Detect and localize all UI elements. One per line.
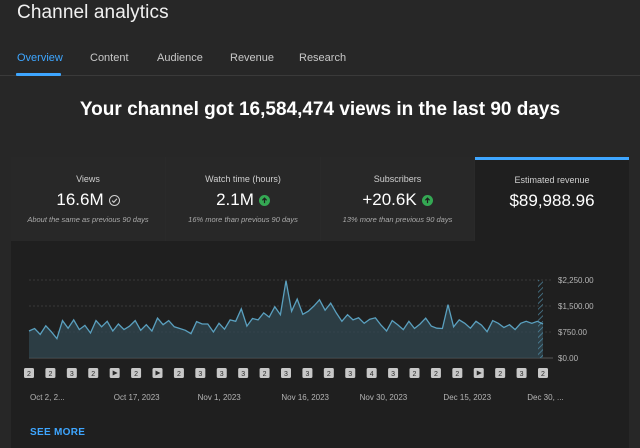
marker-count: 2 (263, 371, 267, 378)
play-icon (155, 370, 161, 376)
tab-research[interactable]: Research (299, 52, 347, 64)
series-line (28, 280, 544, 340)
marker-count: 2 (48, 371, 52, 378)
marker-badge (173, 368, 184, 378)
revenue-chart[interactable]: $0.00 $750.00 $1,500.00 $2,250.00 2 2 3 2 2 2 3 3 3 2… (11, 157, 629, 417)
y-tick-label: $750.00 (558, 328, 587, 337)
up-arrow-icon (421, 194, 433, 206)
marker-badge (516, 368, 527, 378)
series-area (29, 280, 543, 358)
tab-audience[interactable]: Audience (157, 52, 203, 64)
marker-count: 3 (70, 371, 74, 378)
metric-card-watch-time[interactable]: Watch time (hours) 2.1M 16% more than pr… (166, 157, 321, 241)
marker-count: 2 (498, 371, 502, 378)
x-tick-label: Oct 2, 2... (30, 393, 65, 402)
marker-badge (66, 368, 77, 378)
tab-bar: Overview Content Audience Revenue Resear… (0, 44, 640, 76)
marker-badge (195, 368, 206, 378)
marker-count: 3 (220, 371, 224, 378)
x-tick-label: Nov 16, 2023 (281, 393, 329, 402)
marker-badge (24, 368, 34, 378)
marker-count: 2 (134, 371, 138, 378)
marker-badge (430, 368, 441, 378)
metric-value: 16.6M (56, 190, 104, 209)
metric-label: Watch time (hours) (205, 174, 281, 184)
metric-comparison: 13% more than previous 90 days (342, 215, 453, 224)
marker-count: 3 (305, 371, 309, 378)
marker-badge (131, 368, 142, 378)
marker-count: 3 (348, 371, 352, 378)
views-headline: Your channel got 16,584,474 views in the… (79, 99, 561, 120)
analytics-panel: Views 16.6M About the same as previous 9… (11, 157, 629, 448)
page-title: Channel analytics (17, 2, 169, 23)
metric-value: 2.1M (216, 190, 254, 209)
metric-label: Subscribers (373, 174, 422, 184)
metric-comparison: About the same as previous 90 days (27, 215, 149, 224)
marker-count: 2 (413, 371, 417, 378)
y-tick-label: $2,250.00 (558, 276, 594, 285)
marker-count: 2 (27, 371, 31, 378)
up-arrow-icon (258, 194, 270, 206)
metric-card-views[interactable]: Views 16.6M About the same as previous 9… (11, 157, 166, 241)
marker-count: 2 (327, 371, 331, 378)
x-tick-label: Nov 1, 2023 (198, 393, 242, 402)
metric-value-row: 16.6M (11, 190, 165, 210)
play-icon (112, 370, 118, 376)
x-tick-label: Dec 15, 2023 (443, 393, 491, 402)
metric-card-subscribers[interactable]: Subscribers +20.6K 13% more than previou… (321, 157, 475, 241)
tab-overview[interactable]: Overview (17, 52, 63, 64)
marker-badge (323, 368, 334, 378)
marker-count: 2 (434, 371, 438, 378)
marker-badge (388, 368, 399, 378)
marker-badge (88, 368, 99, 378)
x-tick-label: Dec 30, ... (527, 393, 563, 402)
metric-value: $89,988.96 (509, 191, 595, 210)
see-more-link[interactable]: SEE MORE (30, 427, 86, 438)
metric-value: +20.6K (362, 190, 417, 209)
marker-badge (281, 368, 291, 378)
marker-count: 2 (177, 371, 181, 378)
marker-count: 2 (455, 371, 459, 378)
partial-period-band (538, 280, 543, 358)
marker-count: 3 (241, 371, 245, 378)
marker-badge (366, 368, 377, 378)
marker-count: 4 (370, 371, 374, 378)
metric-label: Views (76, 174, 100, 184)
metric-card-estimated-revenue[interactable]: Estimated revenue $89,988.96 (475, 157, 629, 241)
metric-label: Estimated revenue (514, 175, 590, 185)
marker-badge (216, 368, 227, 378)
marker-badge (302, 368, 313, 378)
metric-value-row: 2.1M (166, 190, 320, 210)
marker-badge (495, 368, 506, 378)
tab-revenue[interactable]: Revenue (230, 52, 275, 64)
marker-badge (452, 368, 463, 378)
marker-count: 3 (198, 371, 202, 378)
marker-badge (345, 368, 356, 378)
marker-count: 3 (520, 371, 524, 378)
active-tab-indicator (16, 73, 61, 76)
play-icon (476, 370, 482, 376)
marker-badge (259, 368, 270, 378)
marker-count: 2 (541, 371, 545, 378)
marker-badge (409, 368, 420, 378)
check-icon (108, 194, 120, 206)
metric-value-row: +20.6K (321, 190, 474, 210)
y-tick-label: $1,500.00 (558, 302, 594, 311)
marker-count: 3 (284, 371, 288, 378)
metric-comparison: 16% more than previous 90 days (188, 215, 298, 224)
marker-badge (238, 368, 249, 378)
marker-badge (538, 368, 548, 378)
x-tick-label: Nov 30, 2023 (360, 393, 408, 402)
metric-value-row: $89,988.96 (475, 191, 629, 211)
x-tick-label: Oct 17, 2023 (114, 393, 160, 402)
tab-content[interactable]: Content (90, 52, 129, 64)
y-tick-label: $0.00 (558, 354, 579, 363)
marker-count: 2 (91, 371, 95, 378)
marker-count: 3 (391, 371, 395, 378)
marker-badge (45, 368, 56, 378)
